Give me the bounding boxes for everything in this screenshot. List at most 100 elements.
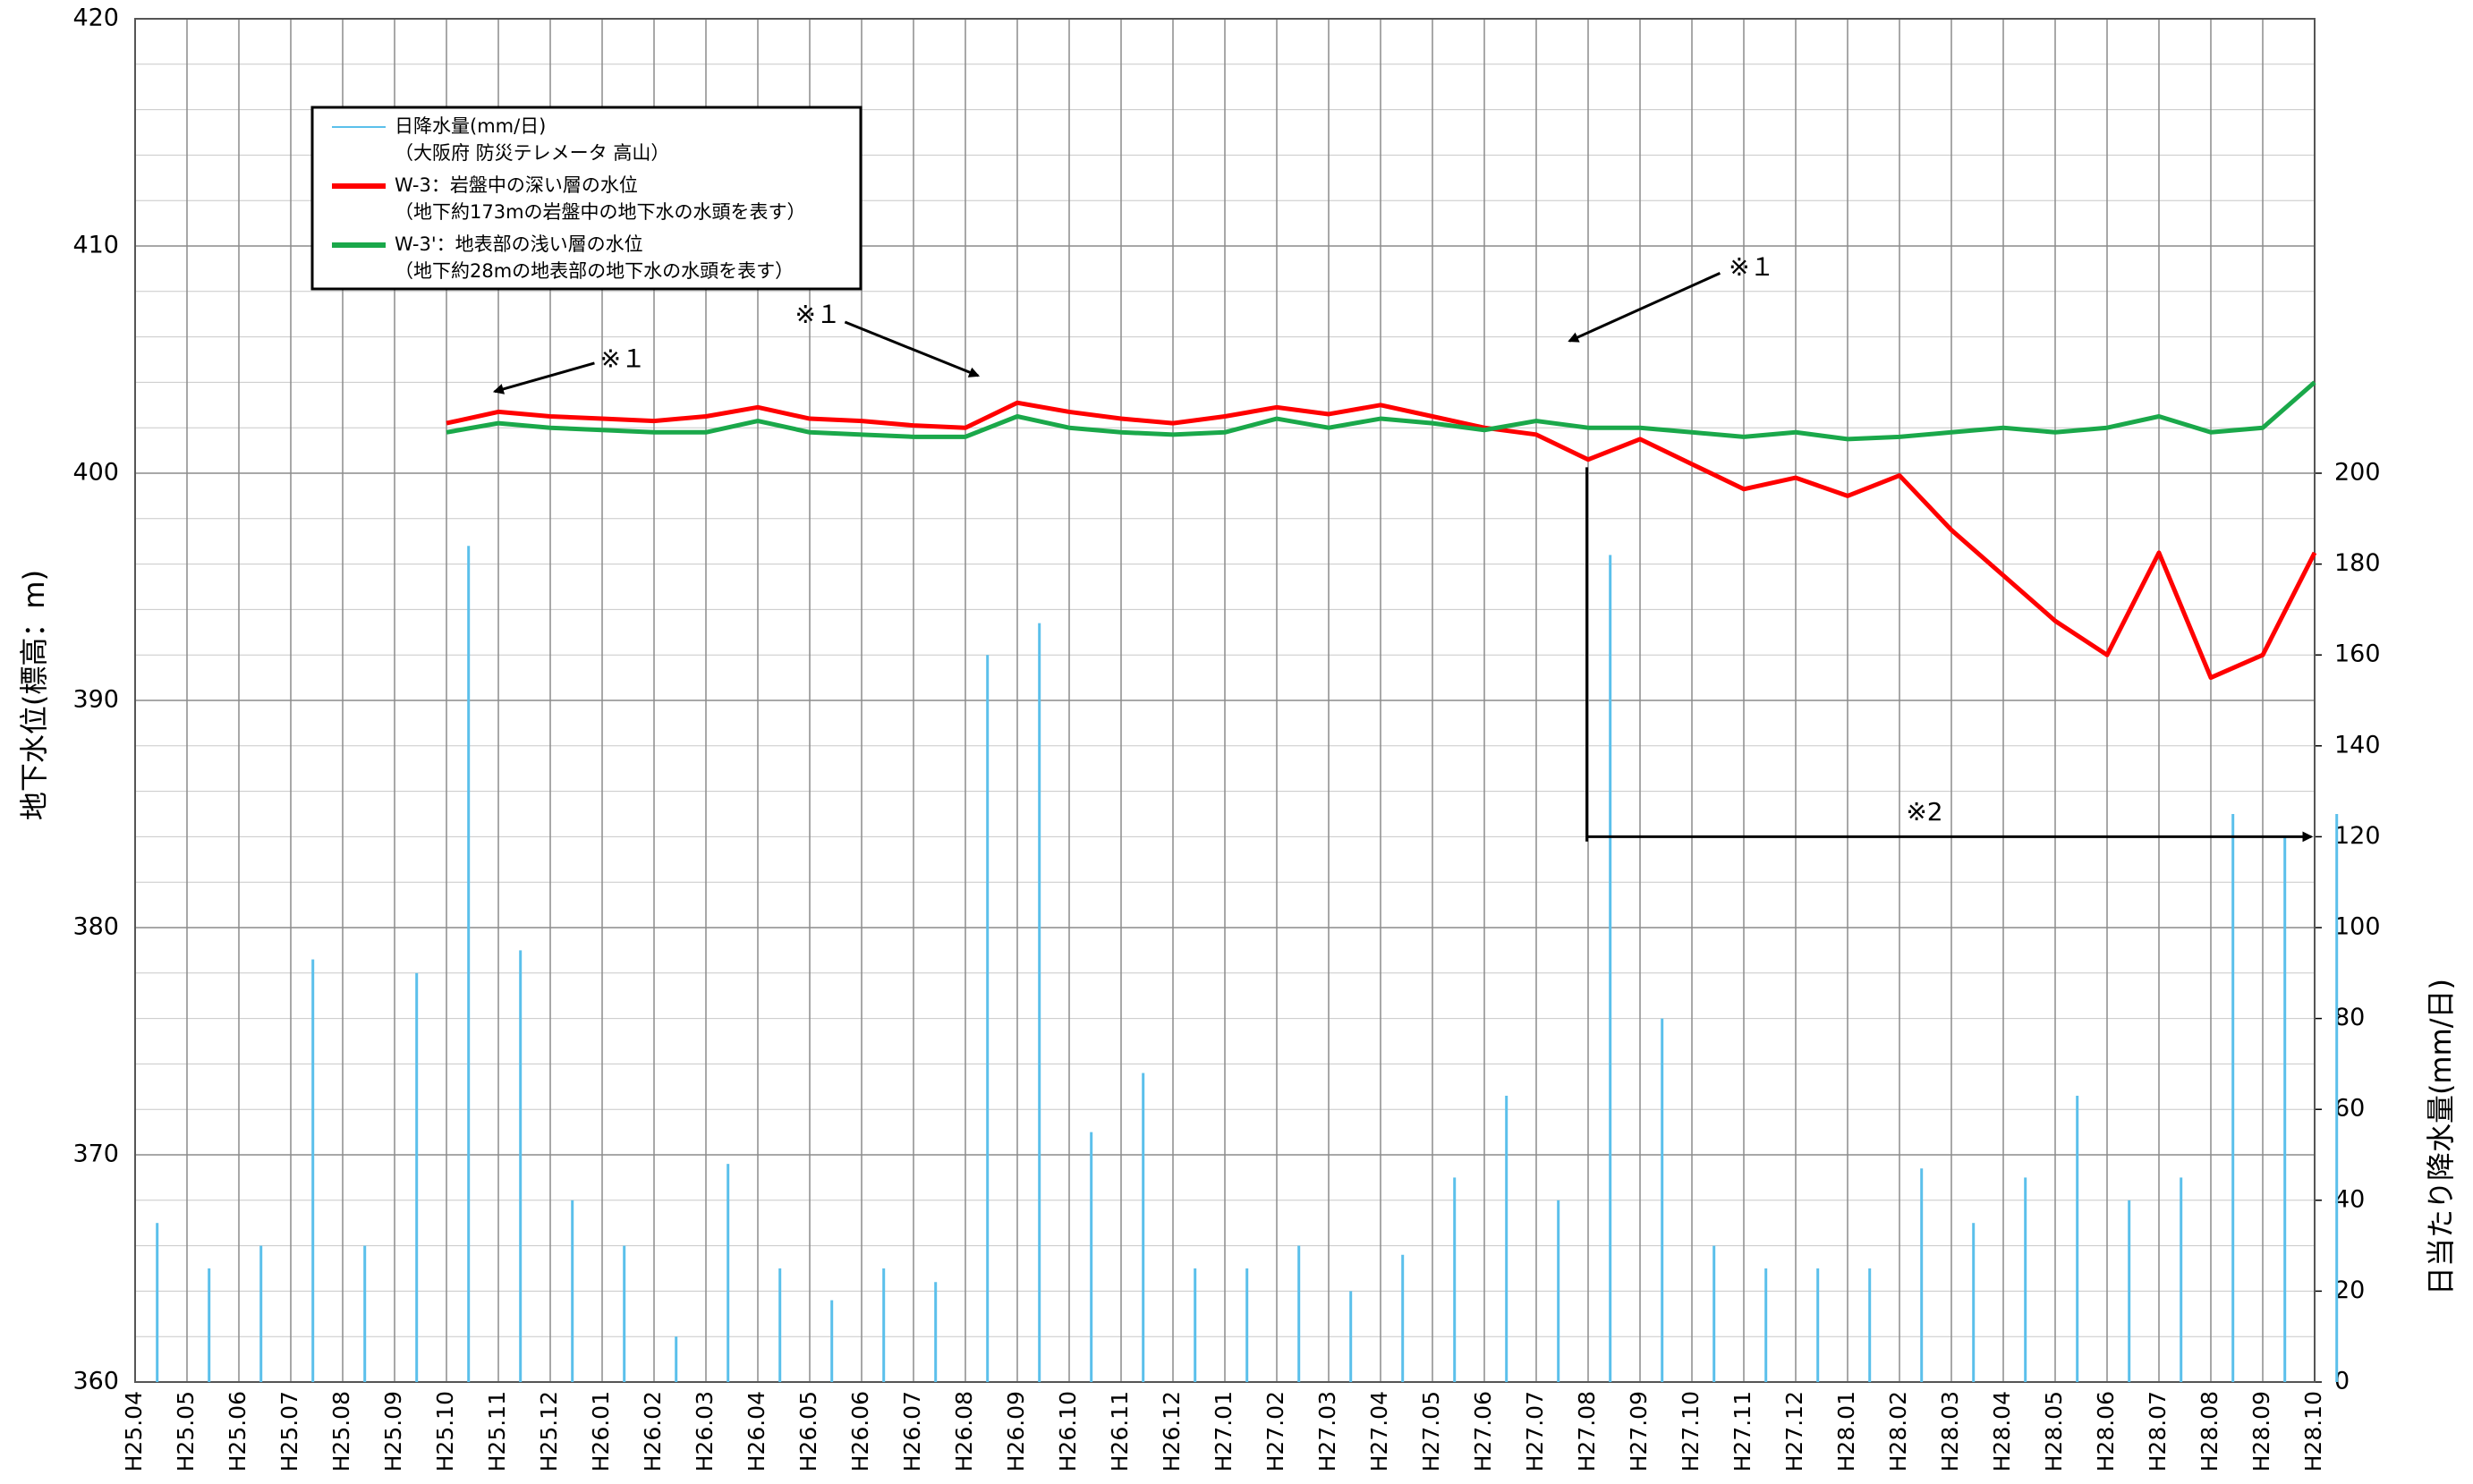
- x-tick-label: H26.09: [1003, 1391, 1029, 1471]
- rain-bar: [415, 972, 419, 1382]
- rain-bar: [1868, 1268, 1872, 1382]
- annotation: ※１: [1729, 252, 1774, 282]
- x-tick-label: H26.12: [1159, 1391, 1185, 1471]
- x-tick-label: H28.05: [2041, 1391, 2067, 1471]
- y2-tick-label: 40: [2334, 1185, 2365, 1213]
- rain-bar: [727, 1164, 730, 1382]
- x-tick-label: H27.11: [1729, 1391, 1755, 1471]
- x-tick-label: H28.01: [1833, 1391, 1859, 1471]
- x-tick-label: H26.05: [795, 1391, 821, 1471]
- legend-description: （地下約173mの岩盤中の地下水の水頭を表す）: [395, 201, 806, 223]
- y2-tick-label: 120: [2334, 822, 2381, 850]
- y2-axis-title: 日当たり降水量(mm/日): [2424, 979, 2458, 1295]
- y2-tick-label: 20: [2334, 1276, 2365, 1304]
- x-tick-label: H25.06: [225, 1391, 251, 1471]
- x-tick-label: H25.07: [276, 1391, 302, 1471]
- legend-description: （地下約28mの地表部の地下水の水頭を表す）: [395, 260, 794, 282]
- x-tick-label: H25.10: [432, 1391, 458, 1471]
- x-tick-label: H27.06: [1470, 1391, 1496, 1471]
- y-tick-label: 390: [72, 686, 119, 714]
- legend-description: （大阪府 防災テレメータ 高山）: [395, 142, 669, 164]
- rain-bar: [1453, 1177, 1457, 1382]
- annotation-arrow: [1568, 271, 1721, 343]
- y-tick-label: 370: [72, 1141, 119, 1168]
- x-tick-label: H27.04: [1366, 1391, 1392, 1471]
- x-tick-label: H26.10: [1055, 1391, 1081, 1471]
- y2-tick-label: 80: [2334, 1004, 2365, 1031]
- rain-bar: [1505, 1095, 1508, 1382]
- x-tick-label: H26.07: [899, 1391, 925, 1471]
- rain-bar: [882, 1268, 886, 1382]
- rain-bar: [363, 1245, 367, 1382]
- y-tick-label: 400: [72, 459, 119, 487]
- annotation-arrow: [844, 320, 981, 377]
- y-tick-label: 410: [72, 232, 119, 259]
- rain-bar: [675, 1336, 678, 1382]
- x-tick-label: H25.05: [173, 1391, 199, 1471]
- rain-bar: [1609, 555, 1612, 1382]
- y2-tick-label: 200: [2334, 459, 2381, 487]
- rain-bar: [519, 950, 523, 1382]
- rain-bar: [1038, 623, 1041, 1382]
- rain-bar: [2024, 1177, 2027, 1382]
- x-tick-label: H28.06: [2093, 1391, 2119, 1471]
- annotation: ※2: [1906, 797, 1942, 827]
- legend-label: 日降水量(mm/日): [395, 115, 546, 137]
- y-tick-label: 420: [72, 4, 119, 32]
- rain-bar: [208, 1268, 211, 1382]
- rain-bar: [1194, 1268, 1197, 1382]
- x-tick-label: H27.02: [1262, 1391, 1288, 1471]
- x-tick-label: H25.12: [536, 1391, 562, 1471]
- x-tick-label: H27.10: [1678, 1391, 1704, 1471]
- rain-bar: [2335, 814, 2339, 1382]
- legend-label: W-3'：地表部の浅い層の水位: [395, 233, 643, 255]
- legend-label: W-3：岩盤中の深い層の水位: [395, 174, 638, 196]
- x-tick-label: H26.02: [640, 1391, 666, 1471]
- level-line: [446, 400, 2317, 681]
- y2-tick-label: 140: [2334, 731, 2381, 759]
- x-tick-label: H27.05: [1418, 1391, 1444, 1471]
- x-tick-label: H28.02: [1885, 1391, 1911, 1471]
- x-tick-label: H25.08: [328, 1391, 354, 1471]
- rain-bar: [2128, 1200, 2131, 1382]
- y2-tick-label: 0: [2334, 1368, 2350, 1395]
- rain-bar: [934, 1282, 938, 1382]
- x-tick-label: H27.08: [1574, 1391, 1600, 1471]
- rain-bar: [259, 1245, 263, 1382]
- rain-bar: [1712, 1245, 1716, 1382]
- x-tick-label: H28.08: [2197, 1391, 2222, 1471]
- legend-box: [310, 106, 863, 291]
- rain-bar: [2283, 836, 2287, 1382]
- rain-bar: [1297, 1245, 1301, 1382]
- x-tick-label: H26.01: [588, 1391, 614, 1471]
- y2-tick-label: 180: [2334, 549, 2381, 577]
- x-tick-label: H28.04: [1989, 1391, 2015, 1471]
- x-tick-label: H27.07: [1522, 1391, 1548, 1471]
- rain-bar: [2180, 1177, 2183, 1382]
- rain-bar: [1661, 1018, 1664, 1382]
- x-tick-label: H28.07: [2145, 1391, 2171, 1471]
- y-tick-label: 360: [72, 1368, 119, 1395]
- y2-tick-label: 60: [2334, 1095, 2365, 1123]
- rain-bar: [1764, 1268, 1768, 1382]
- x-tick-label: H25.09: [380, 1391, 406, 1471]
- x-tick-label: H26.08: [951, 1391, 977, 1471]
- annotation: ※１: [795, 300, 841, 329]
- rain-bar: [1920, 1168, 1924, 1382]
- rain-bar: [778, 1268, 782, 1382]
- level-line: [446, 380, 2316, 442]
- x-tick-label: H25.04: [121, 1391, 147, 1471]
- rain-bar: [467, 546, 471, 1382]
- x-tick-label: H27.09: [1626, 1391, 1652, 1471]
- x-tick-label: H28.09: [2248, 1391, 2274, 1471]
- rain-bar: [830, 1300, 834, 1382]
- rain-bar: [1245, 1268, 1249, 1382]
- rain-bar: [1557, 1200, 1560, 1382]
- x-tick-label: H28.10: [2300, 1391, 2326, 1471]
- rain-bar: [1349, 1291, 1353, 1382]
- y-tick-label: 380: [72, 913, 119, 941]
- rain-bar: [2076, 1095, 2079, 1382]
- x-tick-label: H28.03: [1937, 1391, 1963, 1471]
- rain-bar: [1142, 1073, 1145, 1382]
